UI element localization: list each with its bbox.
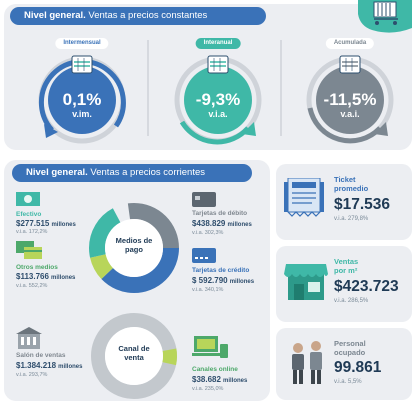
personal-title: Personal ocupado xyxy=(334,339,366,357)
gauge-interanual: Interanual -9,3% v.i.a. xyxy=(164,38,272,148)
efectivo-via: v.i.a. 172,2% xyxy=(16,229,48,235)
storefront-icon xyxy=(284,264,328,300)
gauge-sub-interanual: v.i.a. xyxy=(208,109,228,119)
ticket-value: $17.536 xyxy=(334,196,391,213)
online-via: v.i.a. 235,0% xyxy=(192,386,224,392)
credit-card-icon xyxy=(192,248,216,263)
otros-via: v.i.a. 552,2% xyxy=(16,283,48,289)
shopping-cart-icon xyxy=(358,0,412,33)
ventas-title: Ventas por m² xyxy=(334,257,359,275)
constant-prices-header: Nivel general. Ventas a precios constant… xyxy=(10,7,266,25)
ventas-value: $423.723 xyxy=(334,278,399,295)
payment-methods-donut xyxy=(89,203,179,293)
online-title: Canales online xyxy=(192,366,238,373)
gauge-sub-intermensual: v.im. xyxy=(72,109,92,119)
debito-title: Tarjetas de débito xyxy=(192,210,248,217)
gauge-intermensual: Intermensual 0,1% v.im. xyxy=(28,38,136,148)
salon-value: $1.384.218 millones xyxy=(16,361,83,370)
current-prices-header: Nivel general. Ventas a precios corrient… xyxy=(12,164,252,182)
efectivo-value: $277.515 millones xyxy=(16,219,76,228)
store-building-icon xyxy=(16,327,42,349)
gauge-label-acumulada: Acumulada xyxy=(325,38,375,49)
receipt-icon xyxy=(284,178,324,217)
otros-title: Otros medios xyxy=(16,264,58,271)
payment-donut-center: Medios de pago xyxy=(115,236,153,254)
divider xyxy=(280,40,282,136)
ticket-via: v.i.a. 279,8% xyxy=(334,216,369,222)
personal-via: v.i.a. 5,5% xyxy=(334,379,362,385)
debito-value: $438.829 millones xyxy=(192,219,252,228)
salon-via: v.i.a. 293,7% xyxy=(16,372,48,378)
efectivo-title: Efectivo xyxy=(16,211,42,218)
card-stack-icon xyxy=(16,241,42,259)
credito-via: v.i.a. 340,1% xyxy=(192,287,224,293)
divider xyxy=(147,40,149,136)
gauge-ring xyxy=(306,55,394,144)
laptop-phone-icon xyxy=(192,336,228,358)
gauge-value-acumulada: -11,5% xyxy=(323,90,377,109)
personal-value: 99.861 xyxy=(334,359,382,376)
ventas-via: v.i.a. 286,5% xyxy=(334,298,369,304)
gauge-label-intermensual: Intermensual xyxy=(55,38,109,49)
salon-title: Salón de ventas xyxy=(16,352,66,359)
credito-title: Tarjetas de crédito xyxy=(192,267,250,274)
credito-value: $ 592.790 millones xyxy=(192,276,255,285)
channel-donut-center: Canal de venta xyxy=(118,344,150,362)
gauge-ring xyxy=(38,55,126,144)
online-value: $38.682 millones xyxy=(192,375,248,384)
gauge-sub-acumulada: v.a.i. xyxy=(340,109,360,119)
gauge-label-interanual: Interanual xyxy=(195,38,241,49)
personal-ocupado-card: Personal ocupado 99.861 v.i.a. 5,5% xyxy=(276,328,412,400)
ticket-promedio-card: Ticket promedio $17.536 v.i.a. 279,8% xyxy=(276,164,412,240)
cash-icon xyxy=(16,192,40,206)
otros-value: $113.766 millones xyxy=(16,272,76,281)
ventas-m2-card: Ventas por m² $423.723 v.i.a. 286,5% xyxy=(276,246,412,322)
gauge-value-interanual: -9,3% xyxy=(195,90,241,109)
sales-channel-donut xyxy=(91,313,177,399)
debito-via: v.i.a. 302,3% xyxy=(192,230,224,236)
gauge-value-intermensual: 0,1% xyxy=(62,90,102,109)
gauge-acumulada: Acumulada -11,5% v.a.i. xyxy=(296,38,404,148)
gauge-ring xyxy=(174,55,262,145)
ticket-title: Ticket promedio xyxy=(334,175,369,193)
debit-card-icon xyxy=(192,192,216,207)
workers-icon xyxy=(292,341,322,384)
